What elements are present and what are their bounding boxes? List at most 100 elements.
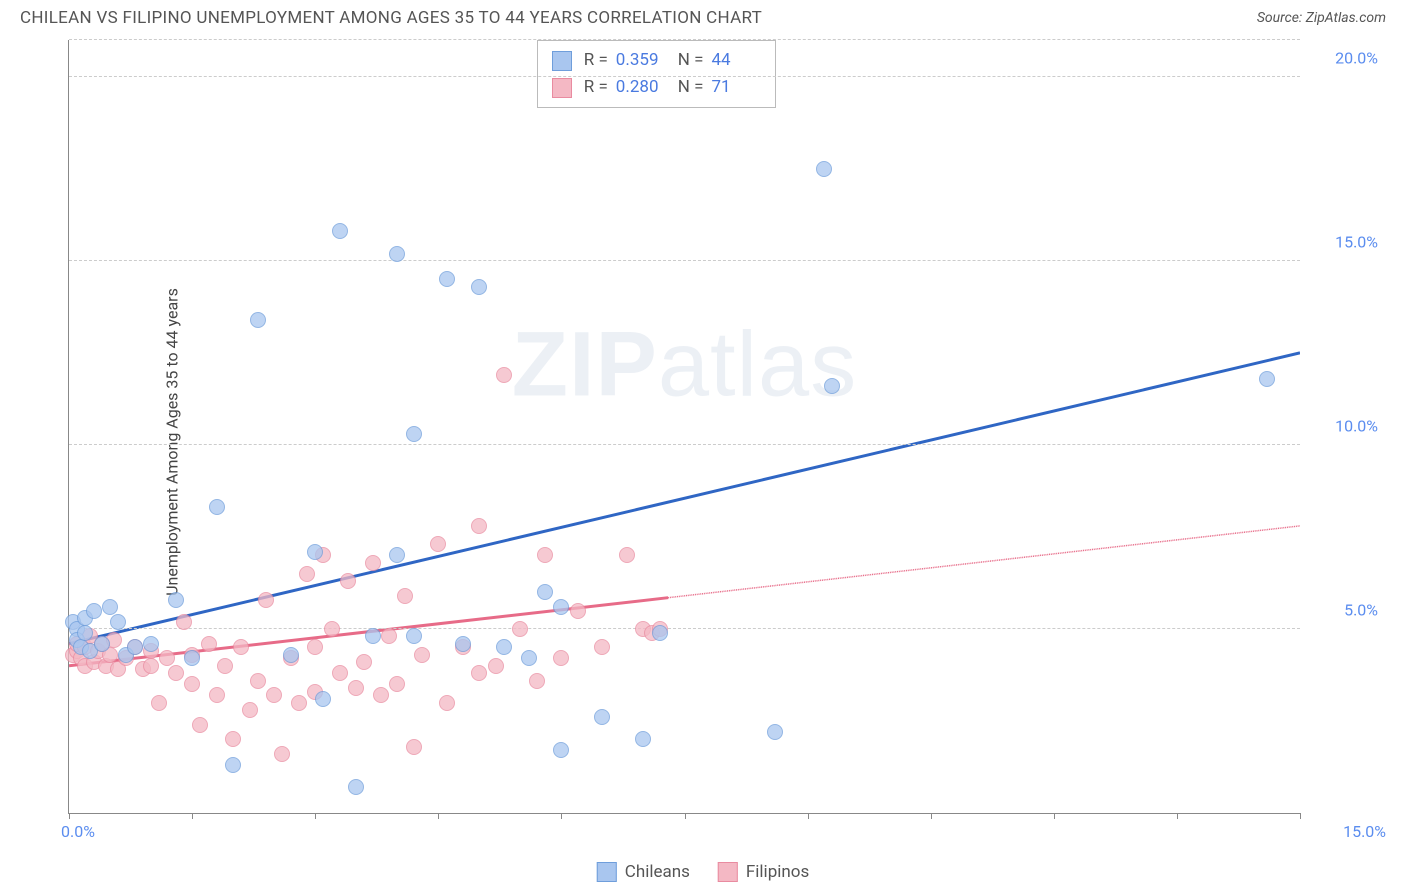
x-tick [1177, 813, 1178, 819]
scatter-point-filipinos [151, 695, 167, 711]
gridline-h-top [69, 39, 1300, 40]
scatter-point-filipinos [168, 665, 184, 681]
chart-area: Unemployment Among Ages 35 to 44 years Z… [48, 40, 1390, 844]
legend-label-chileans: Chileans [625, 862, 690, 882]
gridline-h [69, 628, 1300, 629]
gridline-h [69, 444, 1300, 445]
scatter-point-filipinos [537, 547, 553, 563]
plot-region: ZIPatlas R = 0.359 N = 44 R = 0.280 N = … [68, 40, 1300, 814]
scatter-point-chileans [594, 709, 610, 725]
scatter-point-filipinos [324, 621, 340, 637]
source-name: ZipAtlas.com [1306, 10, 1386, 26]
n-label-a: N = [678, 47, 704, 74]
stats-row-filipinos: R = 0.280 N = 71 [552, 74, 762, 101]
scatter-point-chileans [365, 628, 381, 644]
scatter-point-filipinos [332, 665, 348, 681]
n-value-a: 44 [711, 47, 761, 74]
scatter-point-chileans [1259, 371, 1275, 387]
y-tick-label: 20.0% [1308, 48, 1378, 67]
scatter-point-chileans [315, 691, 331, 707]
scatter-point-chileans [816, 161, 832, 177]
x-tick [931, 813, 932, 819]
scatter-point-chileans [225, 757, 241, 773]
scatter-point-filipinos [553, 650, 569, 666]
scatter-point-filipinos [397, 588, 413, 604]
r-value-b: 0.280 [616, 74, 666, 101]
stats-row-chileans: R = 0.359 N = 44 [552, 47, 762, 74]
scatter-point-filipinos [430, 536, 446, 552]
scatter-point-filipinos [143, 658, 159, 674]
scatter-point-filipinos [348, 680, 364, 696]
scatter-point-chileans [143, 636, 159, 652]
scatter-point-chileans [209, 499, 225, 515]
gridline-h [69, 76, 1300, 77]
scatter-point-chileans [824, 378, 840, 394]
scatter-point-filipinos [381, 628, 397, 644]
scatter-point-filipinos [471, 518, 487, 534]
scatter-point-filipinos [192, 717, 208, 733]
scatter-point-chileans [767, 724, 783, 740]
scatter-point-filipinos [619, 547, 635, 563]
scatter-point-chileans [389, 547, 405, 563]
y-tick-label: 15.0% [1308, 232, 1378, 251]
scatter-point-filipinos [389, 676, 405, 692]
stats-legend-box: R = 0.359 N = 44 R = 0.280 N = 71 [537, 40, 777, 108]
scatter-point-chileans [127, 639, 143, 655]
scatter-point-chileans [307, 544, 323, 560]
legend-swatch-chileans [597, 862, 617, 882]
trend-lines-svg [69, 40, 1300, 813]
watermark-light: atlas [658, 313, 857, 415]
scatter-point-filipinos [159, 650, 175, 666]
scatter-point-filipinos [217, 658, 233, 674]
x-tick [808, 813, 809, 819]
watermark: ZIPatlas [512, 312, 857, 417]
trend-line [668, 526, 1300, 598]
scatter-point-filipinos [365, 555, 381, 571]
chart-title: CHILEAN VS FILIPINO UNEMPLOYMENT AMONG A… [20, 8, 762, 28]
trend-line [69, 353, 1300, 644]
scatter-point-chileans [406, 628, 422, 644]
r-label-b: R = [584, 74, 608, 101]
x-tick [438, 813, 439, 819]
scatter-point-chileans [283, 647, 299, 663]
scatter-point-filipinos [291, 695, 307, 711]
scatter-point-filipinos [340, 573, 356, 589]
scatter-point-filipinos [488, 658, 504, 674]
scatter-point-chileans [496, 639, 512, 655]
scatter-point-chileans [471, 279, 487, 295]
scatter-point-chileans [389, 246, 405, 262]
scatter-point-filipinos [201, 636, 217, 652]
scatter-point-filipinos [299, 566, 315, 582]
scatter-point-chileans [168, 592, 184, 608]
legend-swatch-filipinos [718, 862, 738, 882]
x-axis-max-label: 15.0% [1343, 822, 1386, 841]
y-tick-label: 10.0% [1308, 416, 1378, 435]
legend-label-filipinos: Filipinos [746, 862, 809, 882]
scatter-point-filipinos [242, 702, 258, 718]
legend-item-filipinos: Filipinos [718, 862, 809, 882]
scatter-point-chileans [635, 731, 651, 747]
n-label-b: N = [678, 74, 704, 101]
r-label-a: R = [584, 47, 608, 74]
scatter-point-chileans [537, 584, 553, 600]
scatter-point-filipinos [307, 639, 323, 655]
scatter-point-chileans [455, 636, 471, 652]
scatter-point-filipinos [512, 621, 528, 637]
scatter-point-chileans [439, 271, 455, 287]
scatter-point-filipinos [250, 673, 266, 689]
x-axis-min-label: 0.0% [61, 822, 95, 841]
scatter-point-chileans [110, 614, 126, 630]
scatter-point-chileans [250, 312, 266, 328]
scatter-point-chileans [184, 650, 200, 666]
scatter-point-filipinos [529, 673, 545, 689]
x-tick [1300, 813, 1301, 819]
scatter-point-chileans [521, 650, 537, 666]
scatter-point-chileans [102, 599, 118, 615]
legend-item-chileans: Chileans [597, 862, 690, 882]
scatter-point-filipinos [594, 639, 610, 655]
source-prefix: Source: [1257, 10, 1306, 26]
scatter-point-filipinos [570, 603, 586, 619]
scatter-point-filipinos [373, 687, 389, 703]
scatter-point-filipinos [266, 687, 282, 703]
scatter-point-filipinos [184, 676, 200, 692]
